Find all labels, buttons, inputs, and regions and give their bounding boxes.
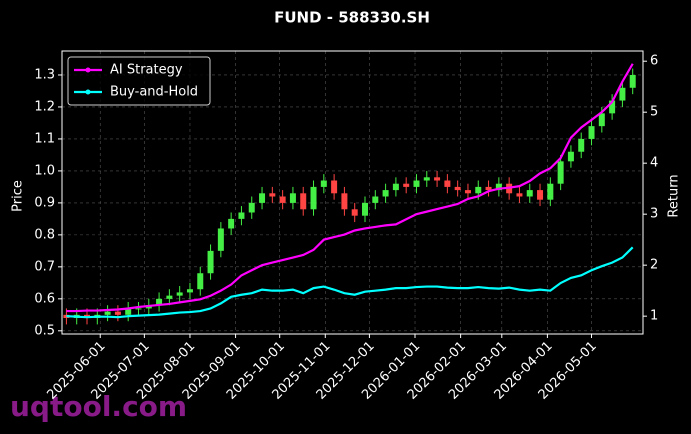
candle-body xyxy=(567,151,574,162)
candle-body xyxy=(403,183,410,187)
candle-body xyxy=(609,100,616,114)
y-tick-label: 0.6 xyxy=(34,291,55,306)
candle-body xyxy=(176,292,183,296)
candle-body xyxy=(166,295,173,299)
candle-body xyxy=(362,202,369,216)
candle-body xyxy=(578,138,585,152)
candle-body xyxy=(259,193,266,203)
candle-body xyxy=(269,193,276,197)
candle-body xyxy=(351,209,358,216)
candle-body xyxy=(331,180,338,194)
y-tick-label: 1.2 xyxy=(34,99,55,114)
y-tick-label: 1.1 xyxy=(34,131,55,146)
series-line xyxy=(66,246,634,319)
candle-body xyxy=(320,180,327,187)
candle-body xyxy=(526,190,533,197)
y2-tick-label: 2 xyxy=(650,258,658,273)
candle-body xyxy=(156,298,163,306)
candle-body xyxy=(588,126,595,139)
chart-title: FUND - 588330.SH xyxy=(274,9,430,27)
candle-body xyxy=(186,289,193,293)
legend-label: Buy-and-Hold xyxy=(110,85,198,100)
candle-body xyxy=(423,177,430,181)
candle-body xyxy=(629,74,636,88)
y2-tick-label: 4 xyxy=(650,156,658,171)
candle-body xyxy=(464,190,471,194)
watermark: uqtool.com xyxy=(10,390,187,423)
y-tick-label: 1.3 xyxy=(34,67,55,82)
candle-body xyxy=(248,202,255,213)
candle-body xyxy=(598,113,605,127)
candle-body xyxy=(104,311,111,315)
y2-tick-label: 1 xyxy=(650,309,658,324)
candle-body xyxy=(217,228,224,251)
candle-body xyxy=(114,311,121,315)
y-tick-label: 0.8 xyxy=(34,227,55,242)
y-tick-label: 0.7 xyxy=(34,259,55,274)
y2-axis-label: Return xyxy=(667,174,682,217)
candle-body xyxy=(207,250,214,274)
legend-marker xyxy=(85,67,91,73)
legend-marker xyxy=(85,89,91,95)
y2-tick-label: 5 xyxy=(650,105,658,120)
series-line xyxy=(66,63,634,313)
candle-body xyxy=(279,196,286,203)
candle-body xyxy=(444,180,451,187)
legend-box xyxy=(67,56,211,106)
candle-body xyxy=(547,183,554,200)
candle-body xyxy=(238,212,245,219)
candle-body xyxy=(434,177,441,181)
y-tick-label: 0.9 xyxy=(34,195,55,210)
candle-body xyxy=(289,193,296,203)
candle-body xyxy=(392,183,399,191)
candle-body xyxy=(557,161,564,184)
y-tick-label: 1.0 xyxy=(34,163,55,178)
y-axis-label: Price xyxy=(11,180,26,212)
y2-tick-label: 6 xyxy=(650,54,658,69)
candle-body xyxy=(475,186,482,194)
candle-body xyxy=(382,190,389,197)
candle-body xyxy=(537,190,544,200)
candle-body xyxy=(485,186,492,191)
candle-body xyxy=(341,193,348,210)
plot-frame xyxy=(61,50,644,335)
candle-body xyxy=(495,183,502,191)
candle-body xyxy=(372,196,379,203)
candle-body xyxy=(619,87,626,101)
candle-body xyxy=(413,180,420,187)
candle-body xyxy=(300,193,307,210)
candle-body xyxy=(197,273,204,290)
legend-label: AI Strategy xyxy=(110,63,183,78)
candle-body xyxy=(454,186,461,191)
candle-body xyxy=(125,308,132,315)
candle-body xyxy=(516,193,523,197)
candle-body xyxy=(228,218,235,229)
candle-body xyxy=(135,308,142,310)
plot xyxy=(62,51,643,334)
y2-tick-label: 3 xyxy=(650,207,658,222)
candle-body xyxy=(310,186,317,210)
y-tick-label: 0.5 xyxy=(34,323,55,338)
